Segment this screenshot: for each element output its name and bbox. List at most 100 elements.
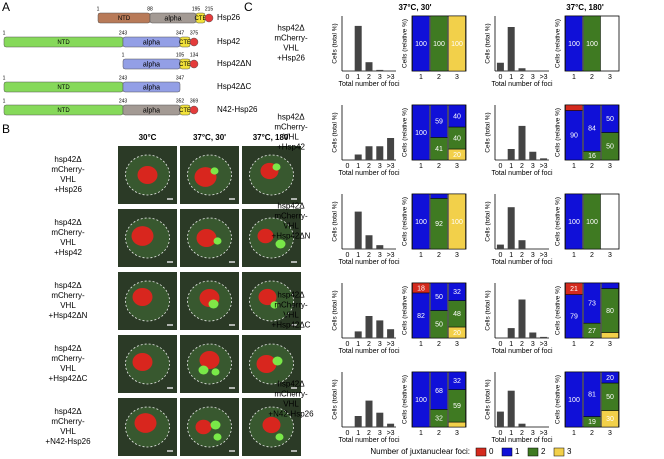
histogram-bar <box>518 299 526 338</box>
strain-label: mCherry- <box>274 123 308 132</box>
residue-number: 375 <box>190 30 199 36</box>
histogram-bar <box>376 320 384 338</box>
x-tick-label: 1 <box>572 74 576 81</box>
x-axis-label: Total number of foci <box>338 81 400 88</box>
segment-label: 50 <box>435 322 443 329</box>
domain-label: NTD <box>57 108 70 114</box>
stacked-segment <box>412 15 430 72</box>
x-tick-label: 0 <box>498 163 502 170</box>
histogram-bar <box>507 390 515 427</box>
x-tick-label: 0 <box>345 430 349 437</box>
stacked-segment <box>601 104 619 133</box>
x-axis-label: Total number of foci <box>491 437 553 444</box>
segment-label: 21 <box>570 286 578 293</box>
y-axis-label: Cells (total %) <box>485 23 492 63</box>
strain-label: VHL <box>283 311 299 320</box>
histogram-bar <box>365 146 373 160</box>
strain-label: VHL <box>283 133 299 142</box>
x-tick-label: 2 <box>520 341 524 348</box>
y-axis-label: Cells (relative %) <box>402 197 409 246</box>
green-focus <box>270 301 279 309</box>
y-axis-label: Cells (total %) <box>332 112 339 152</box>
strain-label: hsp42Δ <box>54 407 82 416</box>
y-axis-label: Cells (total %) <box>332 201 339 241</box>
panel-letter: A <box>2 0 10 14</box>
strain-label: +Hsp42ΔC <box>49 374 88 383</box>
stacked-segment <box>583 282 601 324</box>
histogram-bar <box>518 125 526 160</box>
panel-letter: B <box>2 122 10 136</box>
segment-label: 27 <box>588 328 596 335</box>
x-tick-label: 3 <box>455 430 459 437</box>
legend-label: 2 <box>541 447 546 456</box>
strain-label: hsp42Δ <box>277 24 305 33</box>
strain-label: mCherry- <box>51 228 85 237</box>
legend-label: 3 <box>567 447 572 456</box>
x-tick-label: 0 <box>345 252 349 259</box>
segment-label: 32 <box>435 416 443 423</box>
histogram-bar <box>518 68 526 71</box>
x-axis-label: Total number of foci <box>338 348 400 355</box>
x-tick-label: 0 <box>345 341 349 348</box>
x-tick-label: 3 <box>608 430 612 437</box>
x-tick-label: >3 <box>387 252 395 259</box>
histogram-bar <box>365 400 373 427</box>
stacked-segment <box>565 282 583 295</box>
stacked-segment <box>565 15 583 72</box>
stacked-segment <box>448 421 466 428</box>
strain-label: mCherry- <box>51 417 85 426</box>
x-tick-label: 0 <box>498 74 502 81</box>
red-nucleus <box>134 413 157 433</box>
segment-label: 100 <box>415 130 427 137</box>
red-nucleus <box>262 416 281 434</box>
x-tick-label: 1 <box>509 430 513 437</box>
x-axis-label: Total number of foci <box>338 437 400 444</box>
stacked-segment <box>583 193 601 250</box>
domain-label: CTE <box>195 16 207 22</box>
legend-swatch <box>527 447 539 457</box>
x-tick-label: 3 <box>608 252 612 259</box>
x-tick-label: 3 <box>608 74 612 81</box>
strain-label: +Hsp42 <box>54 248 82 257</box>
segment-label: 30 <box>606 416 614 423</box>
segment-label: 100 <box>415 41 427 48</box>
strain-label: VHL <box>60 301 76 310</box>
segment-label: 19 <box>588 419 596 426</box>
legend-swatch <box>475 447 487 457</box>
x-axis-label: Total number of foci <box>338 170 400 177</box>
segment-label: 18 <box>417 285 425 292</box>
stacked-segment <box>430 282 448 311</box>
stacked-segment <box>583 15 601 72</box>
x-tick-label: >3 <box>540 74 548 81</box>
domain-label: CTE <box>179 62 191 68</box>
segment-label: 81 <box>588 392 596 399</box>
x-tick-label: >3 <box>387 74 395 81</box>
x-tick-label: 3 <box>608 341 612 348</box>
residue-number: 352 <box>176 98 185 104</box>
strain-label: +Hsp42ΔN <box>272 232 311 241</box>
y-axis-label: Cells (total %) <box>485 201 492 241</box>
residue-number: 243 <box>119 98 128 104</box>
segment-label: 100 <box>433 41 445 48</box>
y-axis-label: Cells (relative %) <box>555 286 562 335</box>
y-axis-label: Cells (total %) <box>485 112 492 152</box>
histogram-bar <box>507 149 515 160</box>
domain-label: alpha <box>164 15 181 22</box>
y-axis-label: Cells (total %) <box>332 290 339 330</box>
x-tick-label: 2 <box>590 163 594 170</box>
red-nucleus <box>257 228 274 244</box>
histogram-bar <box>529 151 537 160</box>
stacked-segment <box>601 371 619 384</box>
strain-label: mCherry- <box>51 354 85 363</box>
construct-name: Hsp42ΔN <box>217 59 251 68</box>
residue-number: 1 <box>97 6 100 12</box>
segment-label: 50 <box>606 116 614 123</box>
stacked-segment <box>412 104 430 161</box>
green-focus <box>210 167 219 175</box>
y-axis-label: Cells (relative %) <box>402 108 409 157</box>
histogram-bar <box>507 27 515 71</box>
x-tick-label: 1 <box>509 74 513 81</box>
red-nucleus <box>199 351 220 369</box>
x-tick-label: 3 <box>608 163 612 170</box>
